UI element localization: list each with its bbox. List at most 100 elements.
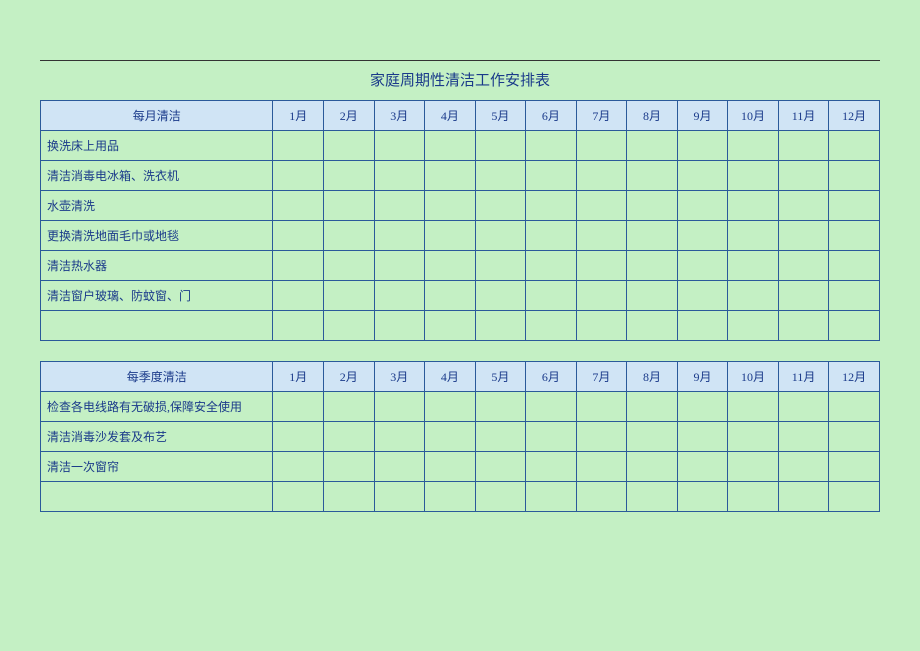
check-cell	[576, 281, 627, 311]
check-cell	[273, 251, 324, 281]
month-header: 4月	[425, 362, 476, 392]
check-cell	[374, 221, 425, 251]
check-cell	[475, 221, 526, 251]
check-cell	[829, 452, 880, 482]
month-header: 9月	[677, 362, 728, 392]
check-cell	[677, 131, 728, 161]
month-header: 10月	[728, 362, 779, 392]
check-cell	[778, 131, 829, 161]
task-cell: 检查各电线路有无破损,保障安全使用	[41, 392, 273, 422]
check-cell	[627, 452, 678, 482]
check-cell	[425, 452, 476, 482]
check-cell	[778, 392, 829, 422]
check-cell	[475, 281, 526, 311]
check-cell	[677, 482, 728, 512]
check-cell	[324, 311, 375, 341]
check-cell	[576, 221, 627, 251]
month-header: 12月	[829, 362, 880, 392]
check-cell	[576, 251, 627, 281]
check-cell	[829, 221, 880, 251]
table-row: 检查各电线路有无破损,保障安全使用	[41, 392, 880, 422]
month-header: 3月	[374, 101, 425, 131]
check-cell	[324, 251, 375, 281]
check-cell	[627, 221, 678, 251]
check-cell	[677, 452, 728, 482]
month-header: 5月	[475, 101, 526, 131]
check-cell	[374, 251, 425, 281]
check-cell	[627, 482, 678, 512]
check-cell	[324, 161, 375, 191]
check-cell	[728, 281, 779, 311]
check-cell	[526, 482, 577, 512]
check-cell	[728, 482, 779, 512]
check-cell	[374, 422, 425, 452]
check-cell	[627, 281, 678, 311]
check-cell	[475, 422, 526, 452]
monthly-body: 换洗床上用品清洁消毒电冰箱、洗衣机水壶清洗更换清洗地面毛巾或地毯清洁热水器清洁窗…	[41, 131, 880, 341]
task-cell: 清洁热水器	[41, 251, 273, 281]
check-cell	[526, 131, 577, 161]
task-cell	[41, 482, 273, 512]
check-cell	[829, 311, 880, 341]
table-row: 清洁窗户玻璃、防蚊窗、门	[41, 281, 880, 311]
check-cell	[273, 392, 324, 422]
check-cell	[475, 161, 526, 191]
month-header: 5月	[475, 362, 526, 392]
check-cell	[576, 422, 627, 452]
page-title: 家庭周期性清洁工作安排表	[40, 69, 880, 90]
check-cell	[829, 392, 880, 422]
task-cell: 清洁消毒电冰箱、洗衣机	[41, 161, 273, 191]
check-cell	[425, 221, 476, 251]
check-cell	[728, 392, 779, 422]
check-cell	[677, 281, 728, 311]
check-cell	[526, 422, 577, 452]
check-cell	[425, 392, 476, 422]
table-row	[41, 311, 880, 341]
month-header: 6月	[526, 362, 577, 392]
check-cell	[273, 221, 324, 251]
check-cell	[374, 131, 425, 161]
check-cell	[778, 161, 829, 191]
check-cell	[273, 161, 324, 191]
check-cell	[728, 422, 779, 452]
check-cell	[526, 311, 577, 341]
check-cell	[778, 281, 829, 311]
check-cell	[728, 251, 779, 281]
monthly-header: 每月清洁	[41, 101, 273, 131]
check-cell	[627, 251, 678, 281]
check-cell	[526, 281, 577, 311]
check-cell	[526, 221, 577, 251]
month-header: 7月	[576, 362, 627, 392]
check-cell	[273, 482, 324, 512]
check-cell	[526, 392, 577, 422]
check-cell	[677, 251, 728, 281]
check-cell	[627, 422, 678, 452]
check-cell	[576, 161, 627, 191]
check-cell	[425, 161, 476, 191]
check-cell	[627, 131, 678, 161]
check-cell	[778, 221, 829, 251]
check-cell	[374, 392, 425, 422]
check-cell	[526, 191, 577, 221]
check-cell	[728, 452, 779, 482]
monthly-table: 每月清洁 1月 2月 3月 4月 5月 6月 7月 8月 9月 10月 11月 …	[40, 100, 880, 341]
check-cell	[778, 311, 829, 341]
table-row: 清洁热水器	[41, 251, 880, 281]
month-header: 3月	[374, 362, 425, 392]
task-cell: 清洁窗户玻璃、防蚊窗、门	[41, 281, 273, 311]
month-header: 8月	[627, 101, 678, 131]
check-cell	[475, 251, 526, 281]
table-row: 水壶清洗	[41, 191, 880, 221]
check-cell	[374, 482, 425, 512]
check-cell	[324, 191, 375, 221]
check-cell	[576, 482, 627, 512]
check-cell	[526, 251, 577, 281]
check-cell	[778, 452, 829, 482]
check-cell	[778, 422, 829, 452]
check-cell	[475, 131, 526, 161]
check-cell	[778, 482, 829, 512]
top-rule	[40, 60, 880, 61]
check-cell	[576, 311, 627, 341]
check-cell	[475, 191, 526, 221]
month-header: 7月	[576, 101, 627, 131]
